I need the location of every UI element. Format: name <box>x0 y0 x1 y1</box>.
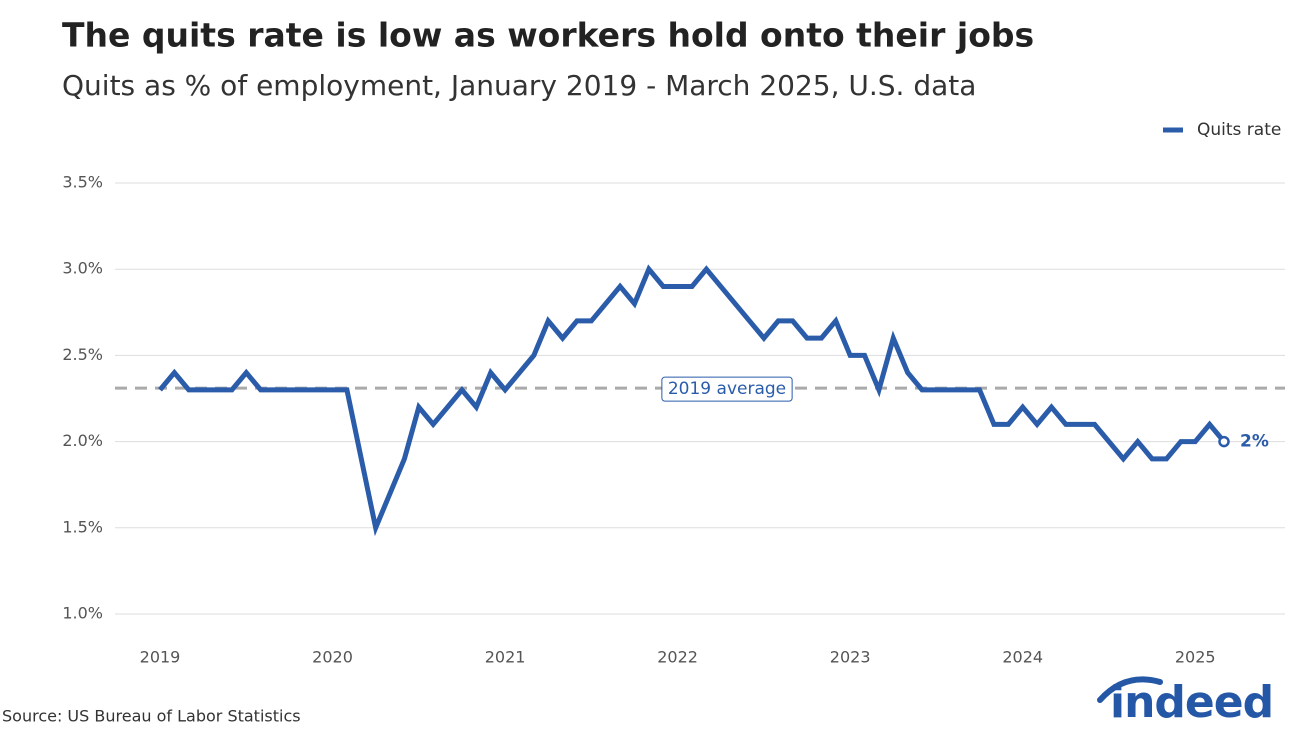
x-tick-label: 2022 <box>657 648 698 667</box>
y-tick-label: 1.5% <box>62 517 103 536</box>
x-tick-label: 2023 <box>830 648 871 667</box>
y-tick-label: 2.0% <box>62 431 103 450</box>
x-tick-label: 2021 <box>485 648 526 667</box>
reference-label: 2019 average <box>668 379 786 399</box>
reference-label-box <box>661 376 793 402</box>
logo: indeed <box>1110 677 1273 728</box>
source: Source: US Bureau of Labor Statistics <box>2 707 301 726</box>
series-line <box>158 264 1226 537</box>
y-tick-label: 3.0% <box>62 259 103 278</box>
y-tick-label: 1.0% <box>62 604 103 623</box>
x-tick-label: 2025 <box>1175 648 1216 667</box>
x-tick-label: 2020 <box>312 648 353 667</box>
legend-label: Quits rate <box>1197 120 1281 140</box>
end-point <box>1218 435 1230 448</box>
x-tick-label: 2024 <box>1002 648 1043 667</box>
end-label: 2% <box>1240 432 1269 452</box>
chart-subtitle: Quits as % of employment, January 2019 -… <box>62 69 976 102</box>
x-tick-label: 2019 <box>140 648 181 667</box>
y-tick-label: 3.5% <box>62 173 103 192</box>
y-tick-label: 2.5% <box>62 345 103 364</box>
chart-title: The quits rate is low as workers hold on… <box>62 16 1034 55</box>
logo-arc <box>1097 676 1163 703</box>
